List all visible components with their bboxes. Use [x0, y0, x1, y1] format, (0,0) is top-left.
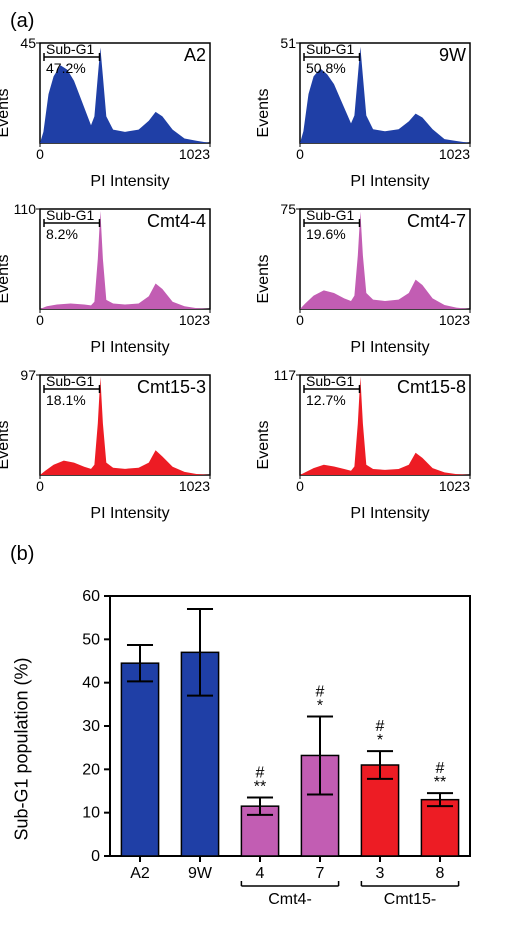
- svg-text:4: 4: [256, 865, 265, 882]
- xlabel-pi: PI Intensity: [10, 505, 250, 523]
- svg-text:117: 117: [274, 367, 297, 383]
- svg-text:1023: 1023: [179, 146, 210, 162]
- svg-text:12.7%: 12.7%: [306, 392, 346, 408]
- svg-text:Sub-G1: Sub-G1: [306, 207, 354, 223]
- svg-text:50.8%: 50.8%: [306, 60, 346, 76]
- bar: [421, 800, 458, 856]
- svg-text:0: 0: [296, 146, 304, 162]
- svg-text:Cmt4-7: Cmt4-7: [407, 211, 466, 231]
- svg-text:0: 0: [91, 848, 100, 865]
- svg-text:50: 50: [82, 631, 100, 648]
- svg-text:1023: 1023: [439, 146, 470, 162]
- histogram-Cmt15-3: Events9701023Sub-G118.1%Cmt15-3PI Intens…: [10, 367, 250, 523]
- svg-text:Cmt4-4: Cmt4-4: [147, 211, 206, 231]
- svg-text:97: 97: [20, 367, 36, 383]
- ylabel-events: Events: [0, 255, 13, 304]
- svg-text:7: 7: [316, 865, 325, 882]
- svg-text:0: 0: [36, 146, 44, 162]
- svg-text:9W: 9W: [188, 865, 213, 882]
- svg-text:47.2%: 47.2%: [46, 60, 86, 76]
- svg-text:Sub-G1: Sub-G1: [306, 41, 354, 57]
- svg-text:30: 30: [82, 718, 100, 735]
- xlabel-pi: PI Intensity: [270, 339, 510, 357]
- svg-text:A2: A2: [184, 45, 206, 65]
- svg-text:40: 40: [82, 675, 100, 692]
- svg-text:60: 60: [82, 588, 100, 605]
- svg-text:1023: 1023: [179, 312, 210, 328]
- svg-text:0: 0: [296, 312, 304, 328]
- svg-text:Sub-G1: Sub-G1: [46, 373, 94, 389]
- histogram-9W: Events5101023Sub-G150.8%9WPI Intensity: [270, 35, 510, 191]
- svg-text:8: 8: [436, 865, 445, 882]
- svg-text:3: 3: [376, 865, 385, 882]
- svg-text:10: 10: [82, 805, 100, 822]
- svg-text:8.2%: 8.2%: [46, 226, 78, 242]
- svg-text:*: *: [377, 732, 383, 749]
- svg-text:0: 0: [296, 478, 304, 494]
- svg-text:**: **: [254, 779, 266, 796]
- ylabel-events: Events: [0, 89, 13, 138]
- bar-ylabel: Sub-G1 population (%): [12, 657, 33, 840]
- histogram-grid: Events 45 0 1023 Sub-G1 47.2% A2 PI Intensity Ev…: [10, 35, 510, 523]
- xlabel-pi: PI Intensity: [10, 339, 250, 357]
- bar: [121, 663, 158, 856]
- xlabel-pi: PI Intensity: [270, 505, 510, 523]
- svg-text:75: 75: [280, 201, 296, 217]
- svg-text:Sub-G1: Sub-G1: [306, 373, 354, 389]
- ylabel-events: Events: [255, 421, 273, 470]
- svg-text:Cmt15-8: Cmt15-8: [397, 377, 466, 397]
- histogram-Cmt4-7: Events7501023Sub-G119.6%Cmt4-7PI Intensi…: [270, 201, 510, 357]
- svg-text:1023: 1023: [439, 312, 470, 328]
- svg-text:19.6%: 19.6%: [306, 226, 346, 242]
- svg-text:A2: A2: [130, 865, 150, 882]
- panel-a-label: (a): [10, 10, 510, 33]
- histogram-Cmt15-8: Events11701023Sub-G112.7%Cmt15-8PI Inten…: [270, 367, 510, 523]
- svg-text:Cmt15-: Cmt15-: [384, 891, 436, 908]
- svg-text:*: *: [317, 697, 323, 714]
- xlabel-pi: PI Intensity: [10, 173, 250, 191]
- svg-text:1023: 1023: [179, 478, 210, 494]
- svg-text:45: 45: [20, 35, 36, 51]
- svg-text:Cmt15-3: Cmt15-3: [137, 377, 206, 397]
- svg-text:Sub-G1: Sub-G1: [46, 41, 94, 57]
- xlabel-pi: PI Intensity: [270, 173, 510, 191]
- bar-chart-svg: 0102030405060A29W#**4#*7#*3#**8Cmt4-Cmt1…: [60, 576, 480, 916]
- svg-text:0: 0: [36, 478, 44, 494]
- panel-b-label: (b): [10, 543, 510, 566]
- ylabel-events: Events: [255, 89, 273, 138]
- svg-text:18.1%: 18.1%: [46, 392, 86, 408]
- ylabel-events: Events: [0, 421, 13, 470]
- ylabel-events: Events: [255, 255, 273, 304]
- svg-text:9W: 9W: [439, 45, 466, 65]
- svg-text:Cmt4-: Cmt4-: [268, 891, 312, 908]
- svg-text:**: **: [434, 774, 446, 791]
- svg-text:Sub-G1: Sub-G1: [46, 207, 94, 223]
- histogram-A2: Events4501023Sub-G147.2%A2PI Intensity: [10, 35, 250, 191]
- svg-text:0: 0: [36, 312, 44, 328]
- bar-chart: Sub-G1 population (%) 0102030405060A29W#…: [60, 576, 510, 921]
- svg-text:20: 20: [82, 761, 100, 778]
- svg-text:51: 51: [280, 35, 296, 51]
- svg-text:110: 110: [14, 201, 37, 217]
- histogram-Cmt4-4: Events11001023Sub-G18.2%Cmt4-4PI Intensi…: [10, 201, 250, 357]
- svg-text:1023: 1023: [439, 478, 470, 494]
